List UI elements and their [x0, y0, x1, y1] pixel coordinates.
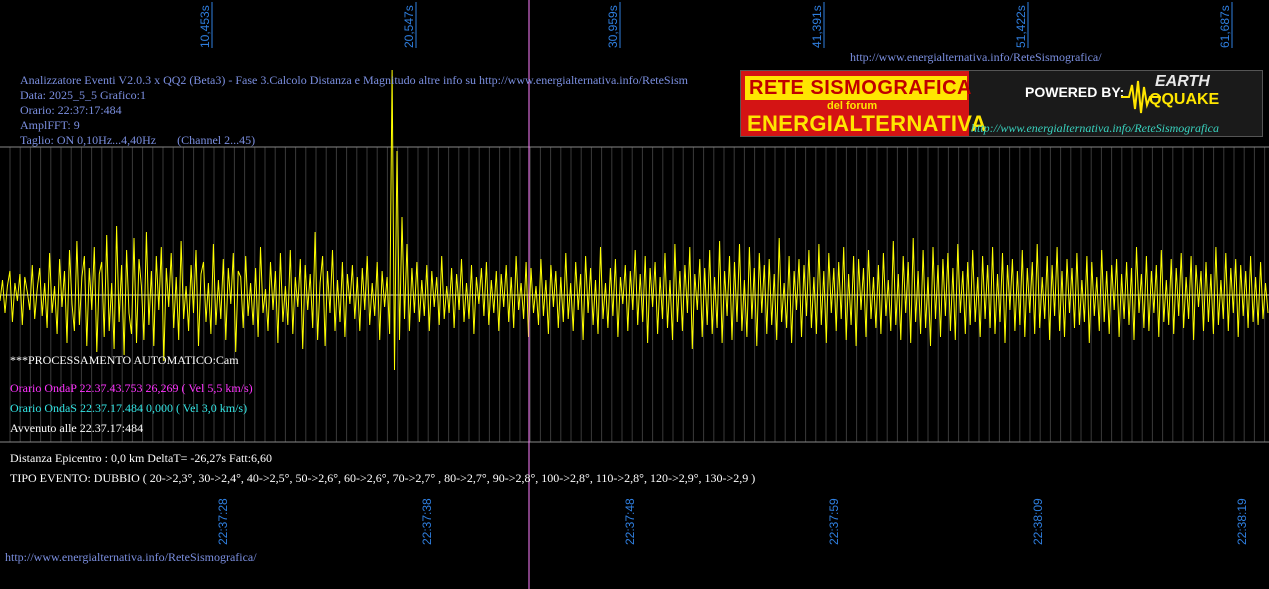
- header-line-ampl: AmplFFT: 9: [20, 118, 80, 132]
- top-tick-label: 41,391s: [810, 5, 824, 48]
- logo-earth-text: EARTH: [1155, 73, 1210, 90]
- bottom-tick-label: 22:37:48: [623, 498, 637, 545]
- bottom-tick-label: 22:38:19: [1235, 498, 1249, 545]
- processing-status: ***PROCESSAMENTO AUTOMATICO:Cam: [10, 353, 239, 367]
- onda-p-time: Orario OndaP 22.37.43.753 26,269 ( Vel 5…: [10, 381, 253, 395]
- seismograph-icon: [1121, 80, 1161, 114]
- logo-subtitle: del forum: [827, 100, 878, 112]
- tick-underlines: [211, 2, 1233, 48]
- logo-qquake-text: QQUAKE: [1149, 91, 1220, 108]
- event-time: Avvenuto alle 22.37.17:484: [10, 421, 144, 435]
- bottom-url-link[interactable]: http://www.energialternativa.info/ReteSi…: [5, 550, 257, 564]
- top-url-link[interactable]: http://www.energialternativa.info/ReteSi…: [850, 50, 1102, 64]
- epicenter-distance: Distanza Epicentro : 0,0 km DeltaT= -26,…: [10, 451, 273, 465]
- logo-powered-by: POWERED BY:: [1025, 84, 1125, 100]
- header-line-time: Orario: 22:37:17:484: [20, 103, 122, 117]
- logo-url-link[interactable]: http://www.energialternativa.info/ReteSi…: [971, 121, 1219, 135]
- logo-title: RETE SISMOGRAFICA: [749, 77, 972, 99]
- signal-trace: [0, 69, 1269, 371]
- bottom-tick-label: 22:38:09: [1031, 498, 1045, 545]
- top-tick-label: 20,547s: [402, 5, 416, 48]
- logo-yellow-band: [745, 76, 967, 100]
- logo-brand: ENERGIALTERNATIVA: [747, 111, 987, 136]
- header-line-date: Data: 2025_5_5 Grafico:1: [20, 88, 146, 102]
- top-tick-label: 61,687s: [1218, 5, 1232, 48]
- top-tick-label: 10,453s: [198, 5, 212, 48]
- bottom-tick-label: 22:37:38: [420, 498, 434, 545]
- rete-sismografica-logo[interactable]: RETE SISMOGRAFICA del forum ENERGIALTERN…: [740, 70, 1263, 137]
- onda-s-time: Orario OndaS 22.37.17.484 0,000 ( Vel 3,…: [10, 401, 248, 415]
- header-line-title: Analizzatore Eventi V2.0.3 x QQ2 (Beta3)…: [20, 73, 688, 87]
- bottom-tick-label: 22:37:59: [827, 498, 841, 545]
- bottom-tick-label: 22:37:28: [216, 498, 230, 545]
- top-tick-label: 51,422s: [1014, 5, 1028, 48]
- header-line-filter: Taglio: ON 0,10Hz...4,40Hz (Channel 2...…: [20, 133, 256, 147]
- top-tick-label: 30,959s: [606, 5, 620, 48]
- event-type: TIPO EVENTO: DUBBIO ( 20->2,3°, 30->2,4°…: [10, 471, 756, 485]
